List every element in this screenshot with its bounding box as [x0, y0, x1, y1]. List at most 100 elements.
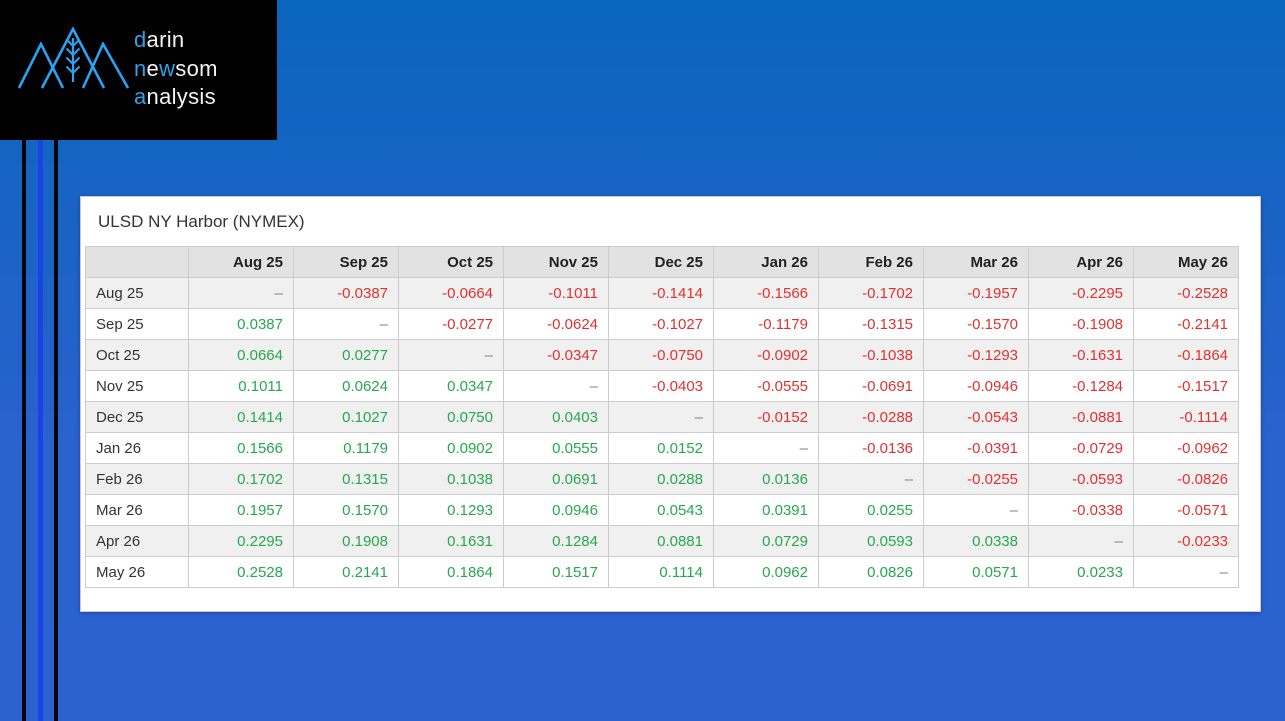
spread-value-cell: 0.2528 [188, 556, 294, 588]
spread-value-cell: -0.2295 [1028, 277, 1134, 309]
row-label: Aug 25 [85, 277, 189, 309]
spread-value-cell: -0.1414 [608, 277, 714, 309]
spread-value-cell: -0.0946 [923, 370, 1029, 402]
logo-line: analysis [134, 83, 218, 112]
column-header: Aug 25 [188, 246, 294, 278]
table-row: Nov 25 0.1011 0.0624 0.0347– -0.0403 -0.0555-… [85, 370, 1239, 402]
spread-value-cell: 0.0946 [503, 494, 609, 526]
column-header: Feb 26 [818, 246, 924, 278]
spread-value-cell: -0.0152 [713, 401, 819, 433]
spread-value-cell: -0.0664 [398, 277, 504, 309]
column-header: Nov 25 [503, 246, 609, 278]
spread-value-cell: -0.0543 [923, 401, 1029, 433]
spread-value-cell: 0.2141 [293, 556, 399, 588]
spread-value-cell: 0.0902 [398, 432, 504, 464]
spread-value-cell: 0.0391 [713, 494, 819, 526]
spread-value-cell: 0.0255 [818, 494, 924, 526]
spread-value-cell: 0.1702 [188, 463, 294, 495]
column-header: Sep 25 [293, 246, 399, 278]
column-header: Apr 26 [1028, 246, 1134, 278]
spread-value-cell: -0.0387 [293, 277, 399, 309]
spread-value-cell: – [713, 432, 819, 464]
spread-value-cell: -0.0347 [503, 339, 609, 371]
spread-value-cell: -0.1038 [818, 339, 924, 371]
spread-value-cell: 0.0571 [923, 556, 1029, 588]
spread-value-cell: 0.0555 [503, 432, 609, 464]
table-row: Dec 25 0.1414 0.1027 0.0750 0.0403– -0.0152 -0… [85, 401, 1239, 433]
spread-value-cell: – [293, 308, 399, 340]
spread-value-cell: 0.1864 [398, 556, 504, 588]
spread-value-cell: 0.0387 [188, 308, 294, 340]
table-row: Oct 25 0.0664 0.0277– -0.0347 -0.0750 -0.0902… [85, 339, 1239, 371]
logo-accent-letter: a [134, 84, 147, 109]
table-row: Apr 26 0.2295 0.1908 0.1631 0.1284 0.0881 0.07… [85, 525, 1239, 557]
spread-value-cell: 0.0347 [398, 370, 504, 402]
spread-value-cell: 0.0233 [1028, 556, 1134, 588]
logo-line: darin [134, 26, 218, 55]
logo-line: newsom [134, 55, 218, 84]
row-label: Oct 25 [85, 339, 189, 371]
spread-value-cell: – [1133, 556, 1239, 588]
logo-accent-letter: w [159, 55, 176, 81]
spread-value-cell: -0.0403 [608, 370, 714, 402]
spread-value-cell: 0.0729 [713, 525, 819, 557]
table-title: ULSD NY Harbor (NYMEX) [98, 211, 305, 231]
spread-value-cell: 0.0277 [293, 339, 399, 371]
column-header: Oct 25 [398, 246, 504, 278]
spread-value-cell: 0.0136 [713, 463, 819, 495]
row-label: Mar 26 [85, 494, 189, 526]
spread-value-cell: -0.0233 [1133, 525, 1239, 557]
spread-value-cell: -0.0593 [1028, 463, 1134, 495]
spread-value-cell: -0.0288 [818, 401, 924, 433]
spread-value-cell: -0.0881 [1028, 401, 1134, 433]
table-row: Sep 25 0.0387– -0.0277 -0.0624 -0.1027 -0.117… [85, 308, 1239, 340]
spread-value-cell: -0.1631 [1028, 339, 1134, 371]
spread-value-cell: -0.1027 [608, 308, 714, 340]
spread-value-cell: 0.0403 [503, 401, 609, 433]
spread-value-cell: -0.1908 [1028, 308, 1134, 340]
spread-value-cell: -0.1702 [818, 277, 924, 309]
row-label: Nov 25 [85, 370, 189, 402]
spread-value-cell: -0.0136 [818, 432, 924, 464]
spread-value-cell: 0.1570 [293, 494, 399, 526]
row-label: May 26 [85, 556, 189, 588]
spread-value-cell: 0.0543 [608, 494, 714, 526]
spread-value-cell: 0.0691 [503, 463, 609, 495]
column-header: Mar 26 [923, 246, 1029, 278]
spread-value-cell: -0.1179 [713, 308, 819, 340]
spread-value-cell: – [818, 463, 924, 495]
spread-value-cell: -0.1114 [1133, 401, 1239, 433]
row-label: Feb 26 [85, 463, 189, 495]
spread-value-cell: -0.0750 [608, 339, 714, 371]
spread-value-cell: -0.0729 [1028, 432, 1134, 464]
spread-value-cell: -0.0962 [1133, 432, 1239, 464]
spread-value-cell: -0.1864 [1133, 339, 1239, 371]
logo-letter: e [146, 55, 160, 81]
spread-value-cell: 0.0750 [398, 401, 504, 433]
spread-value-cell: 0.0338 [923, 525, 1029, 557]
spread-value-cell: 0.0624 [293, 370, 399, 402]
vertical-stripe-black-left [22, 140, 26, 721]
spread-value-cell: -0.0902 [713, 339, 819, 371]
spread-value-cell: -0.1315 [818, 308, 924, 340]
spread-value-cell: 0.1293 [398, 494, 504, 526]
spread-value-cell: – [398, 339, 504, 371]
spread-value-cell: 0.1038 [398, 463, 504, 495]
table-row: Mar 26 0.1957 0.1570 0.1293 0.0946 0.0543 0.03… [85, 494, 1239, 526]
spread-value-cell: -0.0555 [713, 370, 819, 402]
spread-value-cell: 0.1114 [608, 556, 714, 588]
corner-cell [85, 246, 189, 278]
logo-letter: nalysis [146, 84, 216, 109]
logo-accent-letter: n [134, 55, 147, 81]
spread-value-cell: -0.2141 [1133, 308, 1239, 340]
spread-matrix-panel: ULSD NY Harbor (NYMEX) Aug 25 Sep 25 Oct 2… [80, 196, 1261, 612]
logo-letter: arin [146, 27, 185, 52]
spread-value-cell: 0.1315 [293, 463, 399, 495]
spread-value-cell: – [188, 277, 294, 309]
spread-value-cell: 0.0593 [818, 525, 924, 557]
spread-value-cell: 0.1566 [188, 432, 294, 464]
spread-value-cell: -0.1284 [1028, 370, 1134, 402]
logo-letter: som [175, 55, 218, 81]
mountains-wheat-logo-icon [17, 26, 130, 89]
column-header: May 26 [1133, 246, 1239, 278]
